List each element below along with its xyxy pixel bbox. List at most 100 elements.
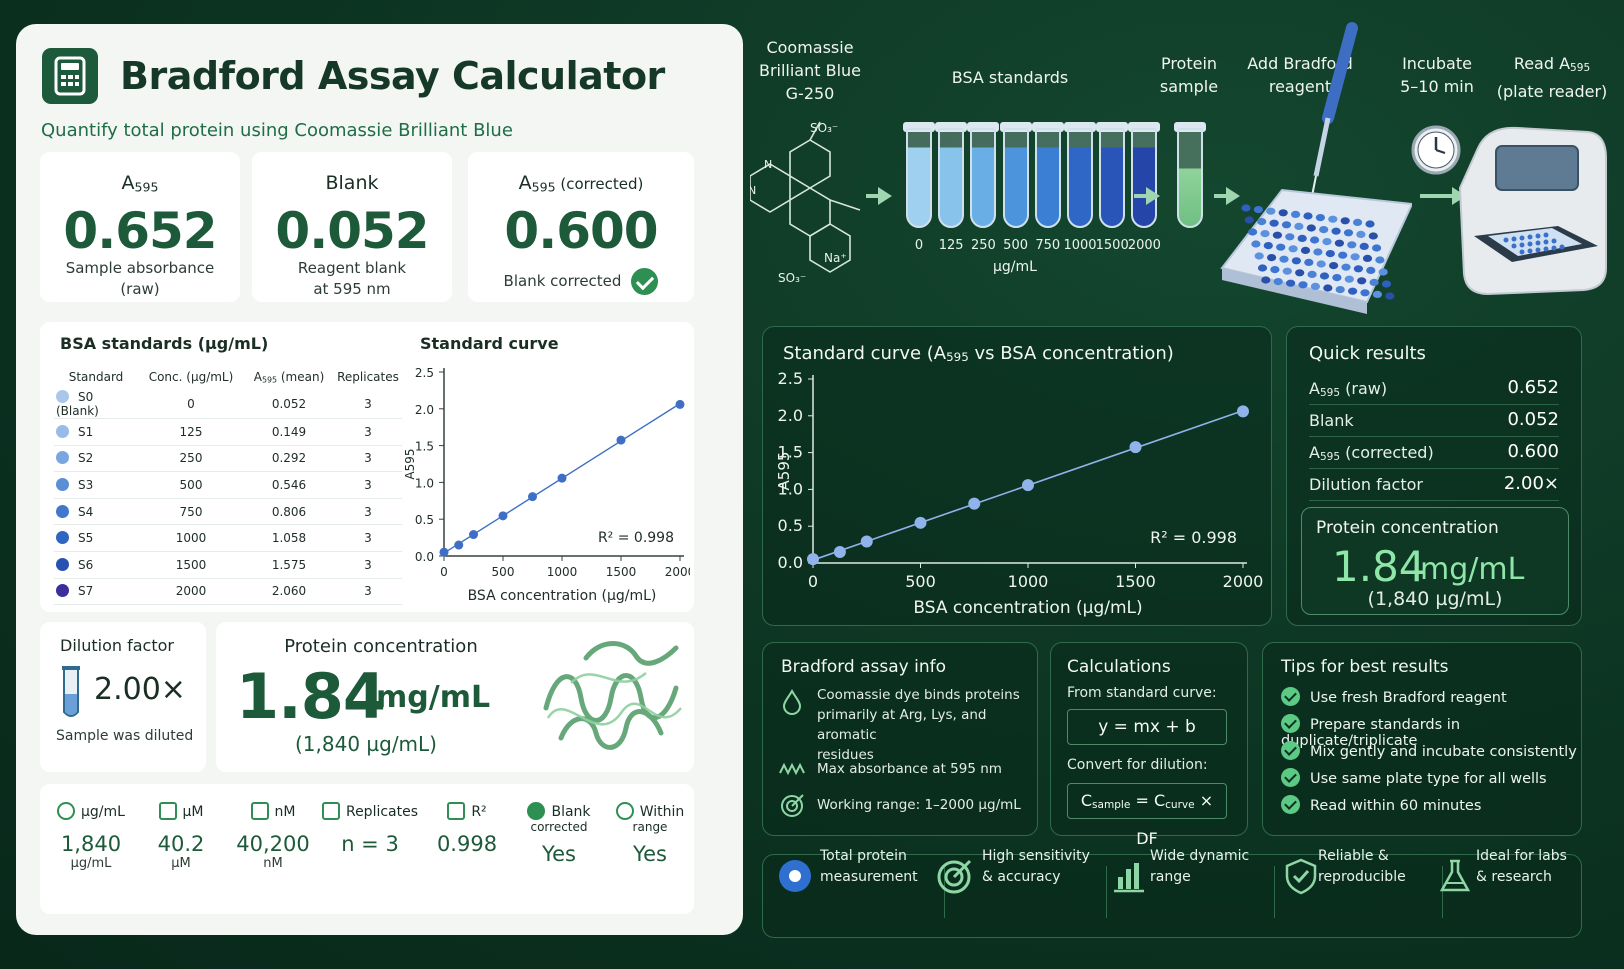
table-row: S5 1000 1.058 3 <box>54 524 402 552</box>
arrow-3-line <box>1214 194 1228 198</box>
dilution-desc: Sample was diluted <box>56 728 194 744</box>
shield-check-icon <box>1282 857 1320 895</box>
data-point <box>498 511 508 521</box>
cell-a595: 0.052 <box>244 390 334 419</box>
stat-unit: µM <box>171 856 191 871</box>
plate-well <box>1360 289 1370 297</box>
blank-label: Blank <box>325 172 379 194</box>
plate-well <box>1368 232 1378 240</box>
plate-well <box>1343 229 1354 237</box>
cell-conc: 0 <box>138 390 244 419</box>
plate-well <box>1385 292 1395 300</box>
plate-well <box>1344 275 1354 283</box>
feature-label: High sensitivity & accuracy <box>982 848 1090 885</box>
raw-absorbance-desc: Sample absorbance (raw) <box>65 259 215 298</box>
na-label: Na⁺ <box>824 251 847 265</box>
data-point <box>528 492 537 502</box>
standard-color-swatch <box>56 531 69 545</box>
standard-tube-cap <box>999 122 1032 132</box>
qr-concentration-box: Protein concentration 1.84 mg/mL (1,840 … <box>1301 507 1569 615</box>
feature-divider <box>1274 866 1275 918</box>
so3-bottom-label: SO₃⁻ <box>778 271 806 285</box>
assay-info-panel: Bradford assay info Coomassie dye binds … <box>762 642 1038 836</box>
x-tick-label: 1000 <box>547 565 578 579</box>
feature-label: Wide dynamic range <box>1150 848 1250 885</box>
raw-absorbance-card: A595 0.652 Sample absorbance (raw) <box>40 152 240 302</box>
plate-well <box>1248 228 1258 236</box>
test-tubes-icon <box>321 802 340 820</box>
plate-well <box>1298 281 1308 289</box>
corrected-desc: Blank corrected <box>468 268 694 295</box>
plate-well <box>1375 256 1385 264</box>
read-label: Read A595 (plate reader) <box>1496 54 1608 101</box>
plate-well <box>1286 279 1296 287</box>
reader-screen <box>1495 145 1579 191</box>
plate-well <box>1273 278 1283 286</box>
plate-reader-icon <box>1458 126 1607 296</box>
concentration-value: 1.84 <box>236 660 386 733</box>
cell-conc: 125 <box>138 418 244 446</box>
plate-well <box>1306 224 1316 232</box>
cell-a595: 2.060 <box>244 578 334 606</box>
standard-color-swatch <box>56 584 69 598</box>
data-point <box>557 473 567 483</box>
x-tick-label: 2000 <box>1223 572 1263 591</box>
standard-tube-icon <box>1002 128 1029 228</box>
dilution-card: Dilution factor 2.00× Sample was diluted <box>40 622 206 772</box>
plate-well <box>1338 251 1348 259</box>
cell-conc: 750 <box>138 498 244 526</box>
drop-icon <box>782 689 802 715</box>
atom-icon <box>158 802 177 820</box>
cell-standard: S5 <box>54 524 138 552</box>
plate-well <box>1356 230 1366 238</box>
data-point <box>968 497 981 510</box>
plate-well <box>1257 264 1268 272</box>
calculator-panel: Bradford Assay Calculator Quantify total… <box>16 24 743 935</box>
plate-well <box>1251 240 1261 248</box>
stat-head: Replicates <box>320 802 420 820</box>
tube-tick-label: 250 <box>970 238 996 253</box>
standards-title: BSA standards (µg/mL) <box>60 334 269 353</box>
plate-well <box>1353 265 1363 273</box>
plate-well <box>1282 267 1292 275</box>
cell-replicates: 3 <box>334 498 402 526</box>
n2-label: N <box>750 184 756 197</box>
reagent-label: Add Bradford reagent <box>1247 54 1353 96</box>
table-row: S1 125 0.149 3 <box>54 418 402 446</box>
feature-label: Ideal for labs & research <box>1476 848 1567 885</box>
incubate-label: Incubate 5–10 min <box>1400 54 1474 96</box>
standard-tube-icon <box>970 128 997 228</box>
plate-well <box>1353 218 1363 226</box>
curve-panel-title: Standard curve (A595 vs BSA concentratio… <box>783 343 1174 365</box>
plate-well <box>1381 280 1392 288</box>
standard-color-swatch <box>56 557 69 571</box>
tip-item: Mix gently and incubate consistently <box>1281 741 1577 760</box>
plate-well <box>1372 290 1382 298</box>
feature-divider <box>1106 866 1107 918</box>
plate-well <box>1315 214 1325 222</box>
assay-info-title: Bradford assay info <box>781 657 947 677</box>
plate-well <box>1335 286 1345 294</box>
stat-value: Yes <box>633 842 667 866</box>
plate-well <box>1366 266 1376 274</box>
plate-well <box>1322 238 1332 246</box>
cell-a595: 0.292 <box>244 445 334 473</box>
tube-tick-label: 1500 <box>1095 238 1129 253</box>
test-tube-icon <box>62 666 80 717</box>
standard-tube-icon <box>1034 128 1061 228</box>
qr-key: A595 (raw) <box>1309 379 1388 399</box>
corrected-card: A595 (corrected) 0.600 Blank corrected <box>468 152 694 302</box>
cell-a595: 0.806 <box>244 498 334 526</box>
pipette-and-plate-icon <box>1220 22 1412 314</box>
corrected-value: 0.600 <box>504 202 658 260</box>
molecule-icon <box>250 802 269 820</box>
y-tick-label: 2.0 <box>778 406 803 425</box>
y-axis-label: A595 <box>403 448 417 479</box>
flask-icon <box>1436 857 1474 895</box>
plate-well <box>1269 219 1279 227</box>
r-squared-annotation: R² = 0.998 <box>1150 528 1237 547</box>
data-point <box>469 530 478 540</box>
check-circle-icon <box>1281 768 1300 787</box>
header-a595: A595 (mean) <box>253 369 325 385</box>
y-tick-label: 1.5 <box>778 443 803 462</box>
